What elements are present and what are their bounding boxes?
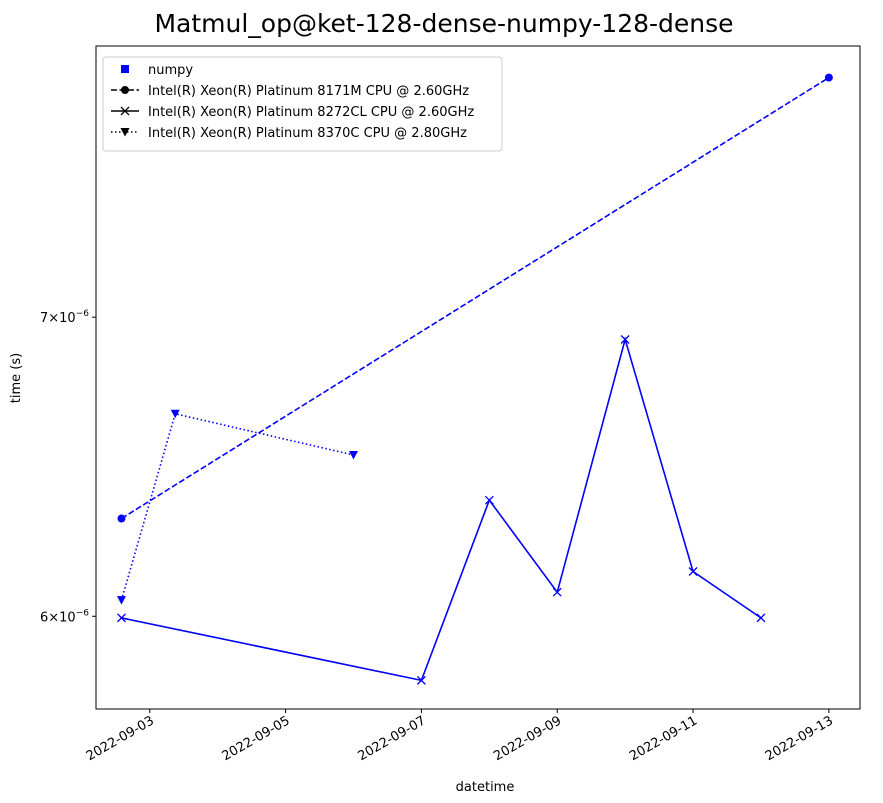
y-axis-label: time (s)	[9, 353, 24, 403]
series-2	[117, 335, 766, 685]
legend-marker	[120, 128, 130, 137]
data-point	[117, 613, 126, 623]
x-tick-label: 2022-09-07	[355, 713, 428, 764]
data-point	[552, 587, 562, 597]
legend: numpy Intel(R) Xeon(R) Platinum 8171M CPU…	[102, 56, 503, 152]
data-point	[824, 73, 833, 82]
x-tick-label: 2022-09-03	[84, 713, 157, 764]
data-point	[116, 596, 126, 605]
legend-entry: Intel(R) Xeon(R) Platinum 8272CL CPU @ 2…	[111, 105, 474, 120]
legend-entry: Intel(R) Xeon(R) Platinum 8370C CPU @ 2.…	[111, 126, 467, 141]
x-tick-label: 2022-09-09	[491, 713, 564, 764]
y-tick-label: 6×10−6	[40, 608, 89, 625]
data-point	[117, 514, 126, 523]
series-1	[117, 73, 833, 523]
legend-entry: Intel(R) Xeon(R) Platinum 8171M CPU @ 2.…	[111, 84, 469, 99]
x-axis: 2022-09-03 2022-09-05 2022-09-07 2022-09-09…	[84, 709, 836, 764]
x-tick-label: 2022-09-05	[220, 713, 293, 764]
series-line	[121, 336, 762, 682]
legend-marker	[121, 86, 129, 94]
data-point	[170, 409, 180, 419]
data-point	[348, 451, 358, 460]
y-axis: 7×10−6 6×10−6	[40, 309, 96, 625]
chart-title: Matmul_op@ket-128-dense-numpy-128-dense	[154, 9, 733, 38]
x-axis-label: datetime	[456, 780, 515, 795]
data-point	[484, 495, 494, 505]
x-tick-label: 2022-09-13	[763, 713, 836, 764]
series-line	[120, 412, 354, 601]
series-3	[116, 409, 358, 605]
legend-entry: numpy	[121, 63, 193, 78]
legend-frame	[102, 56, 503, 152]
y-tick-label: 7×10−6	[40, 309, 89, 326]
legend-label: Intel(R) Xeon(R) Platinum 8272CL CPU @ 2…	[148, 105, 474, 120]
data-point	[416, 675, 426, 685]
series-layer	[116, 73, 833, 685]
data-point	[756, 613, 766, 623]
legend-label: numpy	[148, 63, 193, 78]
legend-label: Intel(R) Xeon(R) Platinum 8370C CPU @ 2.…	[148, 126, 467, 141]
x-tick-label: 2022-09-11	[627, 713, 700, 764]
legend-label: Intel(R) Xeon(R) Platinum 8171M CPU @ 2.…	[148, 84, 469, 99]
legend-marker	[120, 106, 130, 116]
series-line	[121, 76, 830, 520]
data-point	[688, 567, 698, 576]
plot-area	[95, 45, 861, 710]
data-point	[620, 335, 630, 344]
legend-marker	[121, 65, 129, 73]
